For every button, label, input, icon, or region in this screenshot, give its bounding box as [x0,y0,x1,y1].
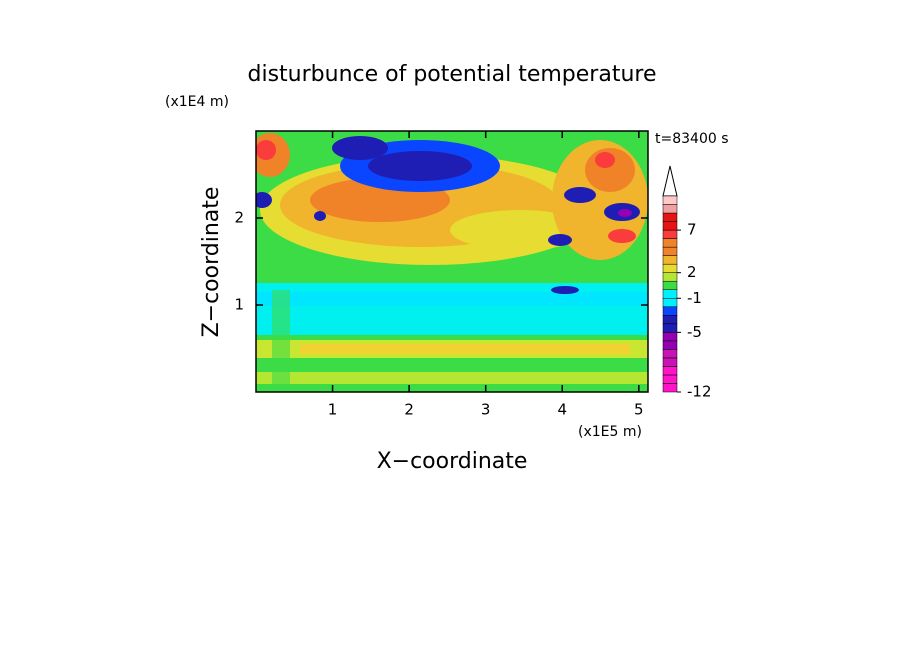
colorbar-bin [662,298,678,308]
y-tick-label: 2 [234,209,244,227]
colorbar-bin [662,340,678,350]
colorbar-bin [662,255,678,265]
y-tick-label: 1 [234,296,244,314]
colorbar-bin [662,246,678,256]
colorbar-tick-label: -12 [687,383,712,401]
colorbar-bin [662,349,678,359]
colorbar-bin [662,272,678,282]
y-unit-label: (x1E4 m) [165,94,229,110]
x-tick-label: 2 [404,401,414,419]
x-tick-label: 3 [481,401,491,419]
y-axis-label: Z−coordinate [199,187,224,338]
colorbar-bin [662,323,678,333]
colorbar-tick-label: 2 [687,263,697,281]
colorbar-bin [662,280,678,290]
time-label: t=83400 s [655,131,729,147]
colorbar-bin [662,357,678,367]
plot-frame [255,130,649,393]
colorbar-bin [662,238,678,248]
colorbar-bin [662,289,678,299]
colorbar-bin [662,332,678,342]
x-tick-label: 1 [328,401,338,419]
colorbar-bin [662,212,678,222]
colorbar-bin [662,383,678,393]
colorbar-bin [662,315,678,325]
x-unit-label: (x1E5 m) [578,424,642,440]
colorbar-tick-label: -5 [687,323,702,341]
contour-field [256,131,648,392]
colorbar-bin [662,306,678,316]
colorbar-tick-label: -1 [687,289,702,307]
colorbar-bin [662,204,678,214]
x-tick-label: 5 [634,401,644,419]
x-axis-label: X−coordinate [377,449,528,474]
x-tick-label: 4 [557,401,567,419]
colorbar-bin [662,366,678,376]
colorbar-bin [662,195,678,205]
chart-title: disturbunce of potential temperature [248,62,657,87]
colorbar-bin [662,221,678,231]
colorbar-bin [662,374,678,384]
colorbar-bin [662,229,678,239]
colorbar-bin [662,263,678,273]
colorbar-tick-label: 7 [687,221,697,239]
